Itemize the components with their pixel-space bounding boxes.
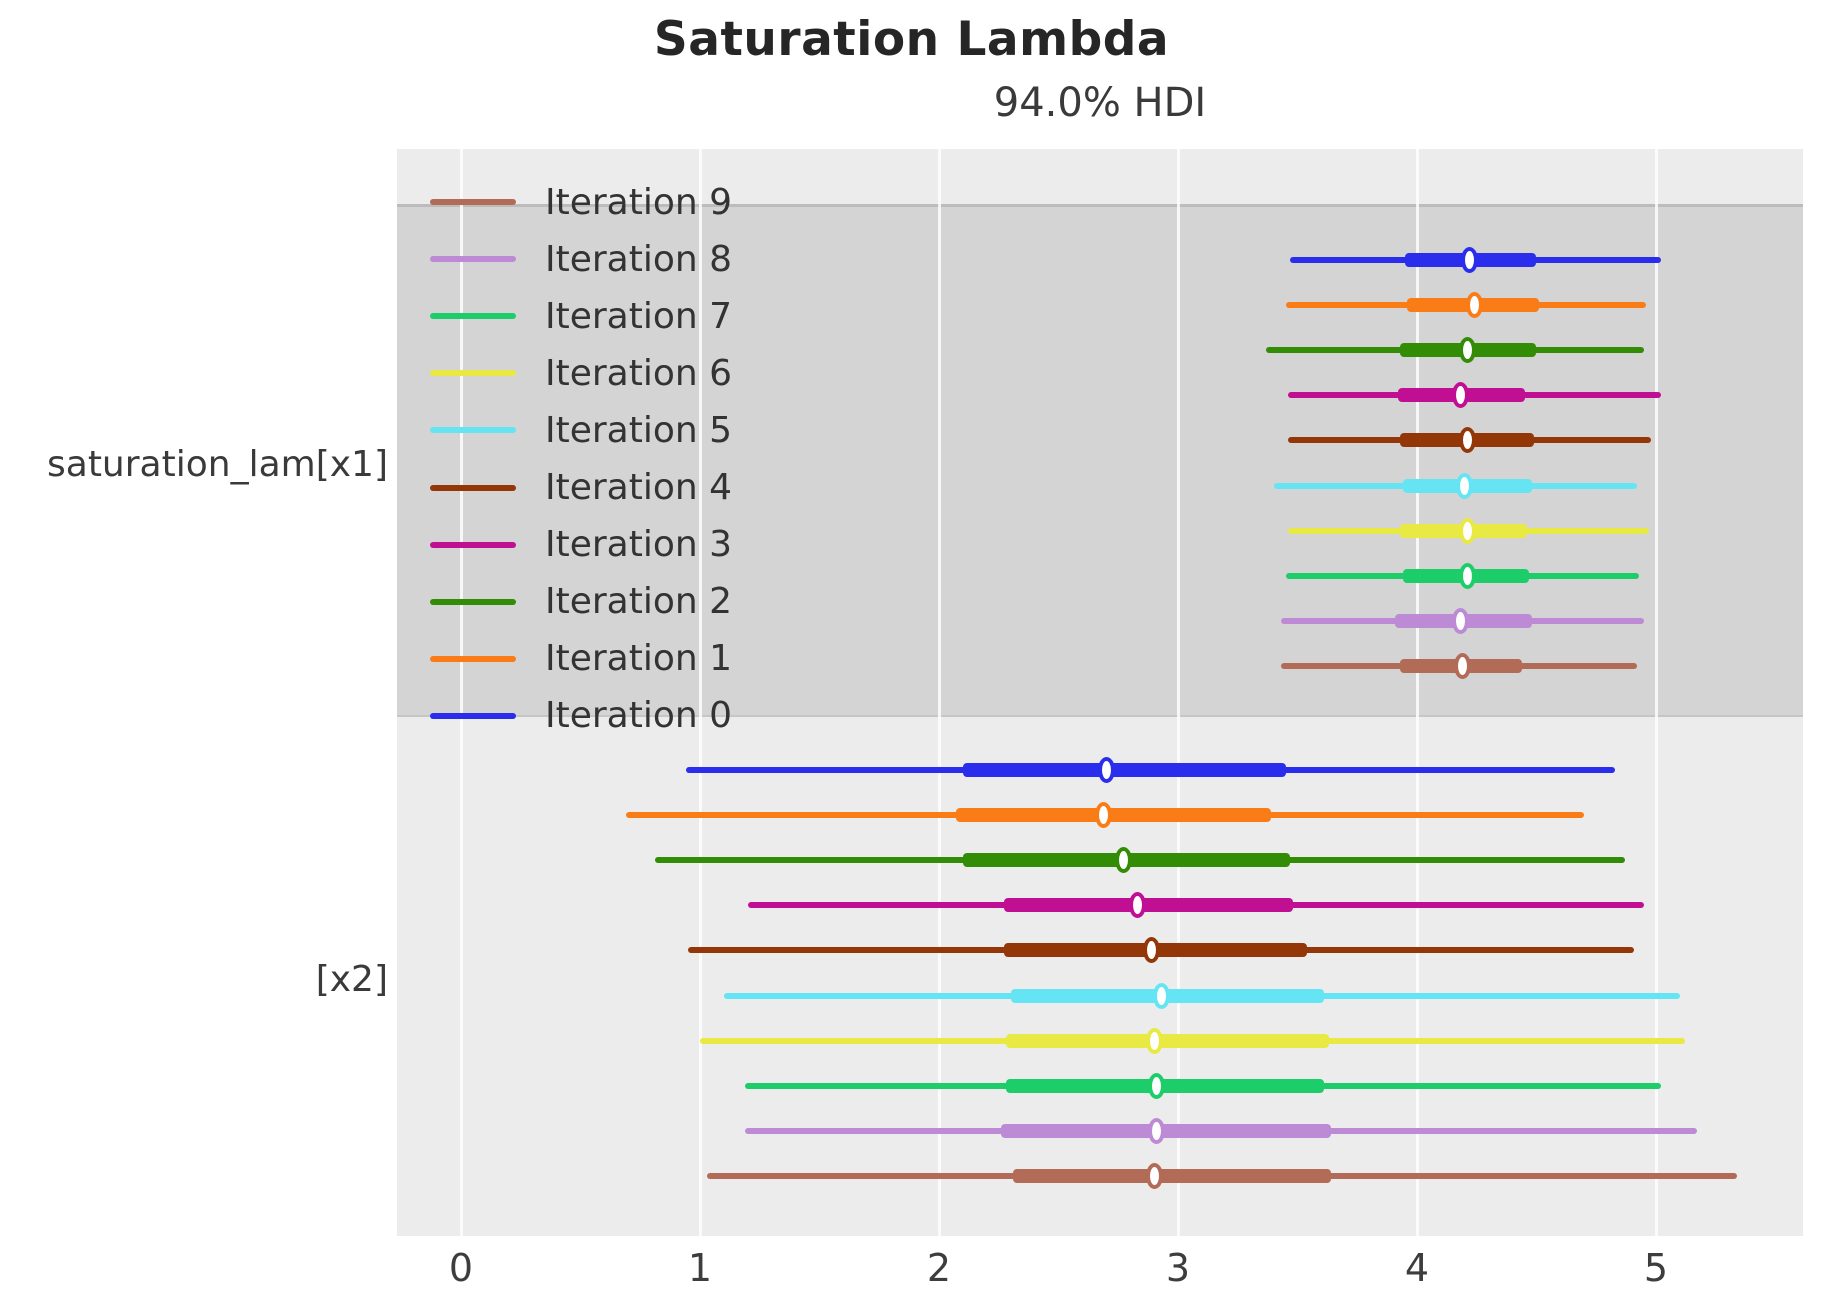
gridline — [459, 149, 463, 1236]
median-dot — [1128, 892, 1146, 919]
x-tick-label: 2 — [926, 1246, 952, 1290]
legend-item: Iteration 2 — [430, 580, 732, 624]
y-axis-label-x1: saturation_lam[x1] — [47, 444, 388, 485]
hdi-subtitle: 94.0% HDI — [993, 80, 1207, 126]
legend-line-swatch — [430, 655, 516, 662]
legend-label: Iteration 1 — [545, 638, 733, 680]
median-dot — [1143, 937, 1161, 964]
legend-line-swatch — [430, 427, 516, 434]
chart-title: Saturation Lambda — [653, 12, 1170, 67]
x-tick-label: 4 — [1404, 1246, 1430, 1290]
legend-label: Iteration 7 — [545, 295, 733, 337]
median-dot — [1451, 607, 1469, 634]
legend-line-swatch — [430, 256, 516, 263]
median-dot — [1145, 1027, 1163, 1054]
gridline — [1415, 149, 1419, 1236]
legend-line-swatch — [430, 598, 516, 605]
median-dot — [1451, 382, 1469, 409]
legend-item: Iteration 7 — [430, 294, 732, 338]
legend-item: Iteration 0 — [430, 694, 732, 738]
median-dot — [1458, 562, 1476, 589]
legend-label: Iteration 6 — [545, 352, 733, 394]
legend-label: Iteration 0 — [545, 695, 733, 737]
legend-item: Iteration 5 — [430, 408, 732, 452]
median-dot — [1456, 472, 1474, 499]
quartile-bar — [1005, 1033, 1329, 1048]
median-dot — [1458, 427, 1476, 454]
quartile-bar — [1001, 1123, 1331, 1138]
median-dot — [1458, 337, 1476, 364]
x-tick-label: 0 — [448, 1246, 474, 1290]
median-dot — [1147, 1117, 1165, 1144]
legend-item: Iteration 9 — [430, 180, 732, 224]
legend-label: Iteration 3 — [545, 524, 733, 566]
median-dot — [1095, 802, 1113, 829]
legend-line-swatch — [430, 313, 516, 320]
quartile-bar — [955, 808, 1272, 823]
gridline — [1654, 149, 1658, 1236]
legend-label: Iteration 4 — [545, 467, 733, 508]
legend-label: Iteration 9 — [545, 181, 733, 223]
gridline — [698, 149, 702, 1236]
x-tick-label: 5 — [1643, 1246, 1669, 1290]
median-dot — [1458, 517, 1476, 544]
y-axis-label-x2: [x2] — [315, 959, 388, 1000]
legend-line-swatch — [430, 370, 516, 377]
gridline — [937, 149, 941, 1236]
median-dot — [1152, 982, 1170, 1009]
legend-line-swatch — [430, 199, 516, 205]
legend-line-swatch — [430, 484, 516, 491]
median-dot — [1453, 652, 1471, 679]
median-dot — [1465, 292, 1483, 319]
quartile-bar — [1003, 898, 1293, 913]
legend-line-swatch — [430, 541, 516, 548]
legend-item: Iteration 6 — [430, 351, 732, 395]
legend-item: Iteration 3 — [430, 523, 732, 567]
legend-item: Iteration 4 — [430, 466, 732, 510]
legend-label: Iteration 2 — [545, 581, 733, 623]
median-dot — [1097, 757, 1115, 783]
gridline — [1176, 149, 1180, 1236]
shaded-group-band — [397, 204, 1803, 717]
legend-item: Iteration 1 — [430, 637, 732, 681]
median-dot — [1114, 847, 1132, 874]
median-dot — [1147, 1072, 1165, 1099]
quartile-bar — [1013, 1168, 1331, 1183]
legend-label: Iteration 8 — [545, 238, 733, 280]
x-tick-label: 3 — [1165, 1246, 1191, 1290]
legend-item: Iteration 8 — [430, 237, 732, 281]
median-dot — [1461, 247, 1479, 273]
legend-line-swatch — [430, 712, 516, 719]
x-tick-label: 1 — [687, 1246, 713, 1290]
median-dot — [1145, 1162, 1163, 1189]
quartile-bar — [962, 763, 1286, 777]
legend-label: Iteration 5 — [545, 409, 733, 451]
